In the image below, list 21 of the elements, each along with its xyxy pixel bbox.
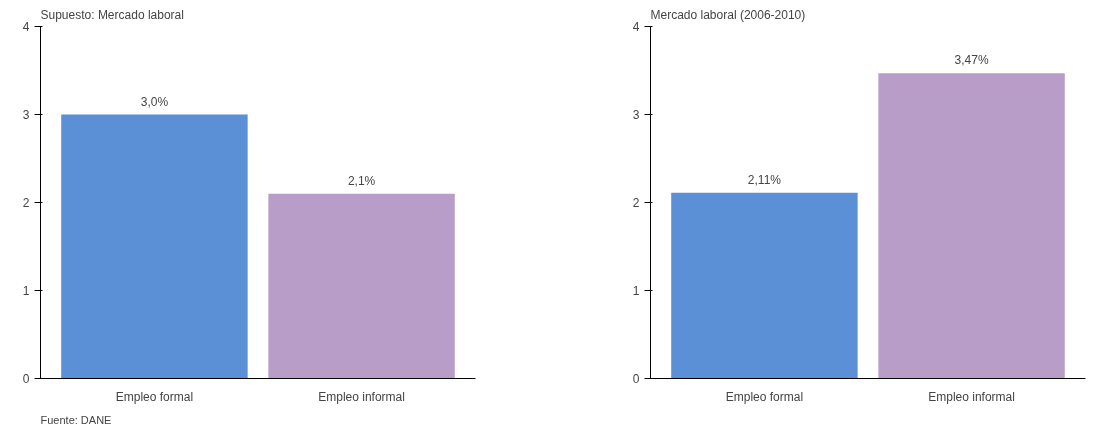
y-tick-label: 4 bbox=[632, 20, 640, 34]
y-tick-label: 1 bbox=[22, 284, 30, 298]
x-tick-label: Empleo formal bbox=[115, 389, 194, 404]
data-label: 2,1% bbox=[347, 173, 376, 188]
data-label: 3,0% bbox=[140, 94, 169, 109]
y-tick-label: 1 bbox=[632, 284, 640, 298]
x-tick-label: Empleo informal bbox=[928, 389, 1015, 404]
chart-title: Supuesto: Mercado laboral bbox=[40, 7, 184, 22]
y-tick-label: 4 bbox=[22, 20, 30, 34]
y-tick-label: 0 bbox=[632, 372, 640, 386]
source-note: Fuente: DANE bbox=[40, 413, 112, 426]
x-tick-label: Empleo formal bbox=[725, 389, 804, 404]
chart-title: Mercado laboral (2006-2010) bbox=[650, 7, 806, 22]
y-tick-label: 0 bbox=[22, 372, 30, 386]
data-label: 2,11% bbox=[747, 172, 782, 187]
y-tick-label: 3 bbox=[22, 108, 30, 122]
x-tick-label: Empleo informal bbox=[318, 389, 405, 404]
data-label: 3,47% bbox=[954, 53, 989, 68]
y-tick-label: 3 bbox=[632, 108, 640, 122]
y-tick-label: 2 bbox=[22, 196, 30, 210]
y-tick-label: 2 bbox=[632, 196, 640, 210]
